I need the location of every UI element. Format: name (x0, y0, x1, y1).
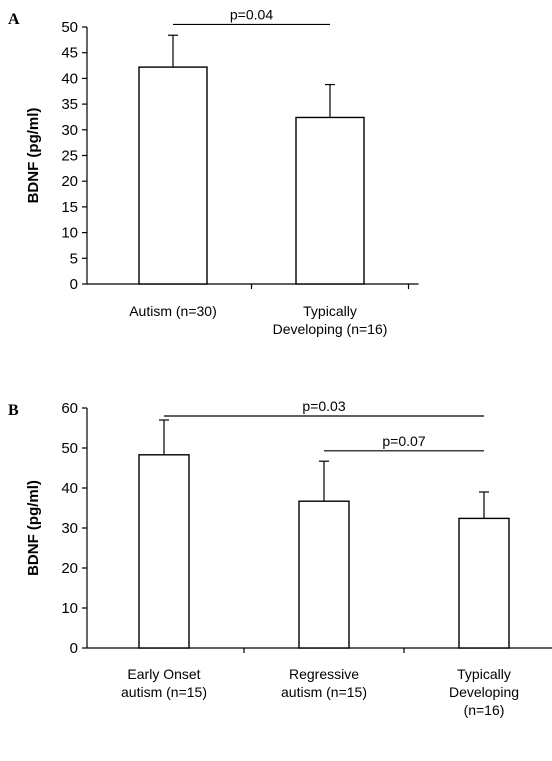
category-label-line: Autism (n=30) (129, 303, 217, 319)
category-label: Typically Developing (n=16) (449, 666, 519, 718)
category-label: Autism (n=30) (129, 303, 217, 319)
y-tick-label: 45 (61, 45, 78, 62)
y-tick-label: 50 (61, 19, 78, 36)
panel-letter: B (8, 402, 19, 419)
y-tick-label: 15 (61, 199, 78, 216)
y-tick-label: 0 (70, 640, 78, 657)
bar (138, 454, 190, 649)
category-label-line: Regressive (289, 666, 359, 682)
y-tick-label: 10 (61, 225, 78, 242)
y-tick-label: 20 (61, 173, 78, 190)
category-label-line: autism (n=15) (121, 684, 207, 700)
y-tick-label: 30 (61, 122, 78, 139)
panel-a: A 0 5 10 15 20 25 30 35 40 45 50 BDNF (pg/ml) Autism … (8, 6, 419, 337)
category-label-line: Typically (303, 303, 357, 319)
category-label: Early Onset autism (n=15) (121, 666, 207, 700)
significance-label: p=0.07 (382, 433, 425, 449)
category-label-line: (n=16) (464, 702, 505, 718)
category-label-line: Developing (n=16) (273, 321, 388, 337)
y-axis-label: BDNF (pg/ml) (25, 108, 42, 204)
y-tick-label: 30 (61, 520, 78, 537)
category-label-line: autism (n=15) (281, 684, 367, 700)
panel-b: B 0 10 20 30 40 50 60 BDNF (pg/ml) Early Onset aut… (8, 398, 552, 718)
y-tick-label: 40 (61, 70, 78, 87)
category-label: Typically Developing (n=16) (273, 303, 388, 337)
category-label: Regressive autism (n=15) (281, 666, 367, 700)
bar (298, 500, 350, 649)
y-tick-label: 40 (61, 480, 78, 497)
bar (295, 116, 365, 285)
bar (138, 66, 208, 285)
y-tick-label: 25 (61, 148, 78, 165)
y-tick-label: 35 (61, 96, 78, 113)
category-label-line: Developing (449, 684, 519, 700)
y-tick-label: 60 (61, 400, 78, 417)
bar (458, 517, 510, 649)
y-tick-label: 20 (61, 560, 78, 577)
y-tick-label: 0 (70, 276, 78, 293)
category-label-line: Early Onset (127, 666, 200, 682)
significance-label: p=0.03 (302, 398, 345, 414)
panel-letter: A (8, 11, 20, 28)
y-tick-label: 10 (61, 600, 78, 617)
y-axis-label: BDNF (pg/ml) (25, 480, 42, 576)
category-label-line: Typically (457, 666, 511, 682)
y-tick-label: 50 (61, 440, 78, 457)
significance-label: p=0.04 (230, 6, 273, 22)
y-tick-label: 5 (70, 250, 78, 267)
